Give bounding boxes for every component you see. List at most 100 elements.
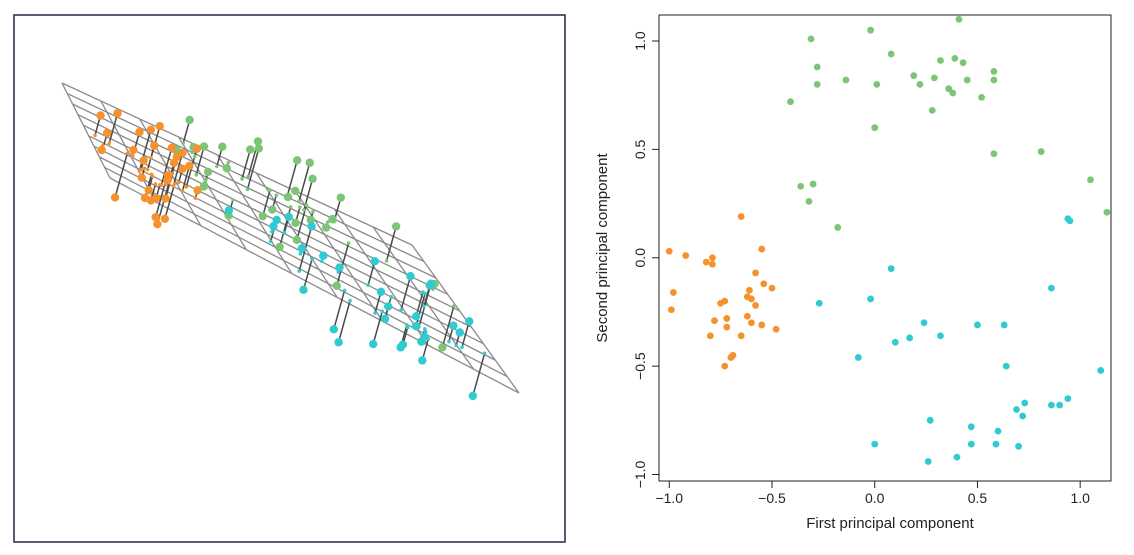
projected-point-cyan (389, 295, 393, 299)
data-point-cyan (871, 441, 878, 448)
projected-point-green (215, 165, 219, 169)
projected-point-orange (151, 174, 155, 178)
x-tick-label: −0.5 (758, 490, 786, 506)
data-point-orange (666, 248, 673, 255)
data-point-cyan (1015, 443, 1022, 450)
data-point-3d-orange (96, 111, 104, 119)
projected-point-green (268, 189, 272, 193)
data-point-orange (670, 289, 677, 296)
data-point-3d-green (218, 143, 226, 151)
y-tick-label: −0.5 (632, 352, 648, 380)
projected-point-orange (101, 147, 105, 151)
data-point-3d-green (200, 142, 208, 150)
data-point-orange (711, 317, 718, 324)
data-point-orange (758, 322, 765, 329)
projected-point-green (246, 188, 250, 192)
data-point-orange (752, 270, 759, 277)
x-tick-label: 0.5 (968, 490, 988, 506)
data-point-3d-cyan (298, 244, 306, 252)
data-point-green (960, 59, 967, 66)
data-point-3d-orange (178, 149, 186, 157)
data-point-3d-green (308, 175, 316, 183)
data-point-green (990, 77, 997, 84)
data-point-orange (773, 326, 780, 333)
data-point-cyan (968, 423, 975, 430)
data-point-orange (723, 315, 730, 322)
projected-point-orange (143, 167, 147, 171)
projected-point-orange (126, 151, 130, 155)
projected-point-cyan (320, 259, 324, 263)
data-point-green (937, 57, 944, 64)
data-point-3d-green (333, 282, 341, 290)
y-tick-label: 0.5 (632, 139, 648, 159)
projected-point-cyan (384, 314, 388, 318)
x-tick-label: −1.0 (655, 490, 683, 506)
data-point-green (814, 64, 821, 71)
data-point-3d-orange (168, 144, 176, 152)
projected-point-cyan (426, 337, 430, 341)
projected-point-cyan (454, 344, 458, 348)
data-point-cyan (1001, 322, 1008, 329)
data-point-3d-cyan (371, 257, 379, 265)
data-point-3d-orange (153, 220, 161, 228)
data-point-3d-cyan (334, 338, 342, 346)
data-point-cyan (906, 335, 913, 342)
data-point-orange (769, 285, 776, 292)
data-point-3d-orange (103, 129, 111, 137)
data-point-3d-cyan (272, 216, 280, 224)
data-point-3d-cyan (465, 317, 473, 325)
data-point-3d-cyan (225, 206, 233, 214)
projected-point-green (452, 304, 456, 308)
projected-point-cyan (343, 289, 347, 293)
projected-point-green (231, 198, 235, 202)
projected-point-orange (138, 169, 142, 173)
projected-point-orange (93, 134, 97, 138)
data-point-cyan (995, 428, 1002, 435)
data-point-3d-green (438, 343, 446, 351)
projected-point-orange (158, 183, 162, 187)
data-point-green (1038, 148, 1045, 155)
y-axis-label: Second principal component (594, 153, 611, 343)
data-point-3d-cyan (285, 213, 293, 221)
data-point-3d-green (337, 193, 345, 201)
data-point-3d-orange (150, 141, 158, 149)
data-point-green (806, 198, 813, 205)
data-point-orange (709, 261, 716, 268)
data-point-3d-orange (113, 109, 121, 117)
projected-point-cyan (406, 326, 410, 330)
projected-point-green (297, 199, 301, 203)
projected-point-cyan (283, 231, 287, 235)
data-point-3d-orange (139, 156, 147, 164)
data-point-3d-cyan (399, 340, 407, 348)
data-point-orange (748, 319, 755, 326)
projected-point-orange (107, 141, 111, 145)
data-point-3d-cyan (299, 286, 307, 294)
data-point-cyan (1013, 406, 1020, 413)
pca-3d-plot (0, 0, 580, 550)
x-tick-label: 0.0 (865, 490, 885, 506)
projected-point-cyan (269, 240, 273, 244)
data-point-3d-cyan (307, 222, 315, 230)
projected-point-cyan (417, 325, 421, 329)
data-point-3d-orange (193, 186, 201, 194)
data-point-3d-orange (193, 144, 201, 152)
data-point-3d-orange (152, 194, 160, 202)
data-point-3d-orange (135, 128, 143, 136)
data-point-3d-orange (97, 146, 105, 154)
data-point-cyan (937, 332, 944, 339)
data-point-3d-green (246, 145, 254, 153)
data-point-green (843, 77, 850, 84)
plot-frame (14, 15, 565, 542)
data-point-cyan (925, 458, 932, 465)
data-point-3d-green (306, 159, 314, 167)
projected-point-green (305, 204, 309, 208)
data-point-green (931, 74, 938, 81)
data-point-orange (738, 213, 745, 220)
projected-point-cyan (373, 311, 377, 315)
projected-point-orange (171, 184, 175, 188)
data-point-3d-orange (185, 162, 193, 170)
data-point-3d-green (322, 223, 330, 231)
data-point-cyan (888, 265, 895, 272)
data-point-orange (758, 246, 765, 253)
projected-point-cyan (380, 309, 384, 313)
